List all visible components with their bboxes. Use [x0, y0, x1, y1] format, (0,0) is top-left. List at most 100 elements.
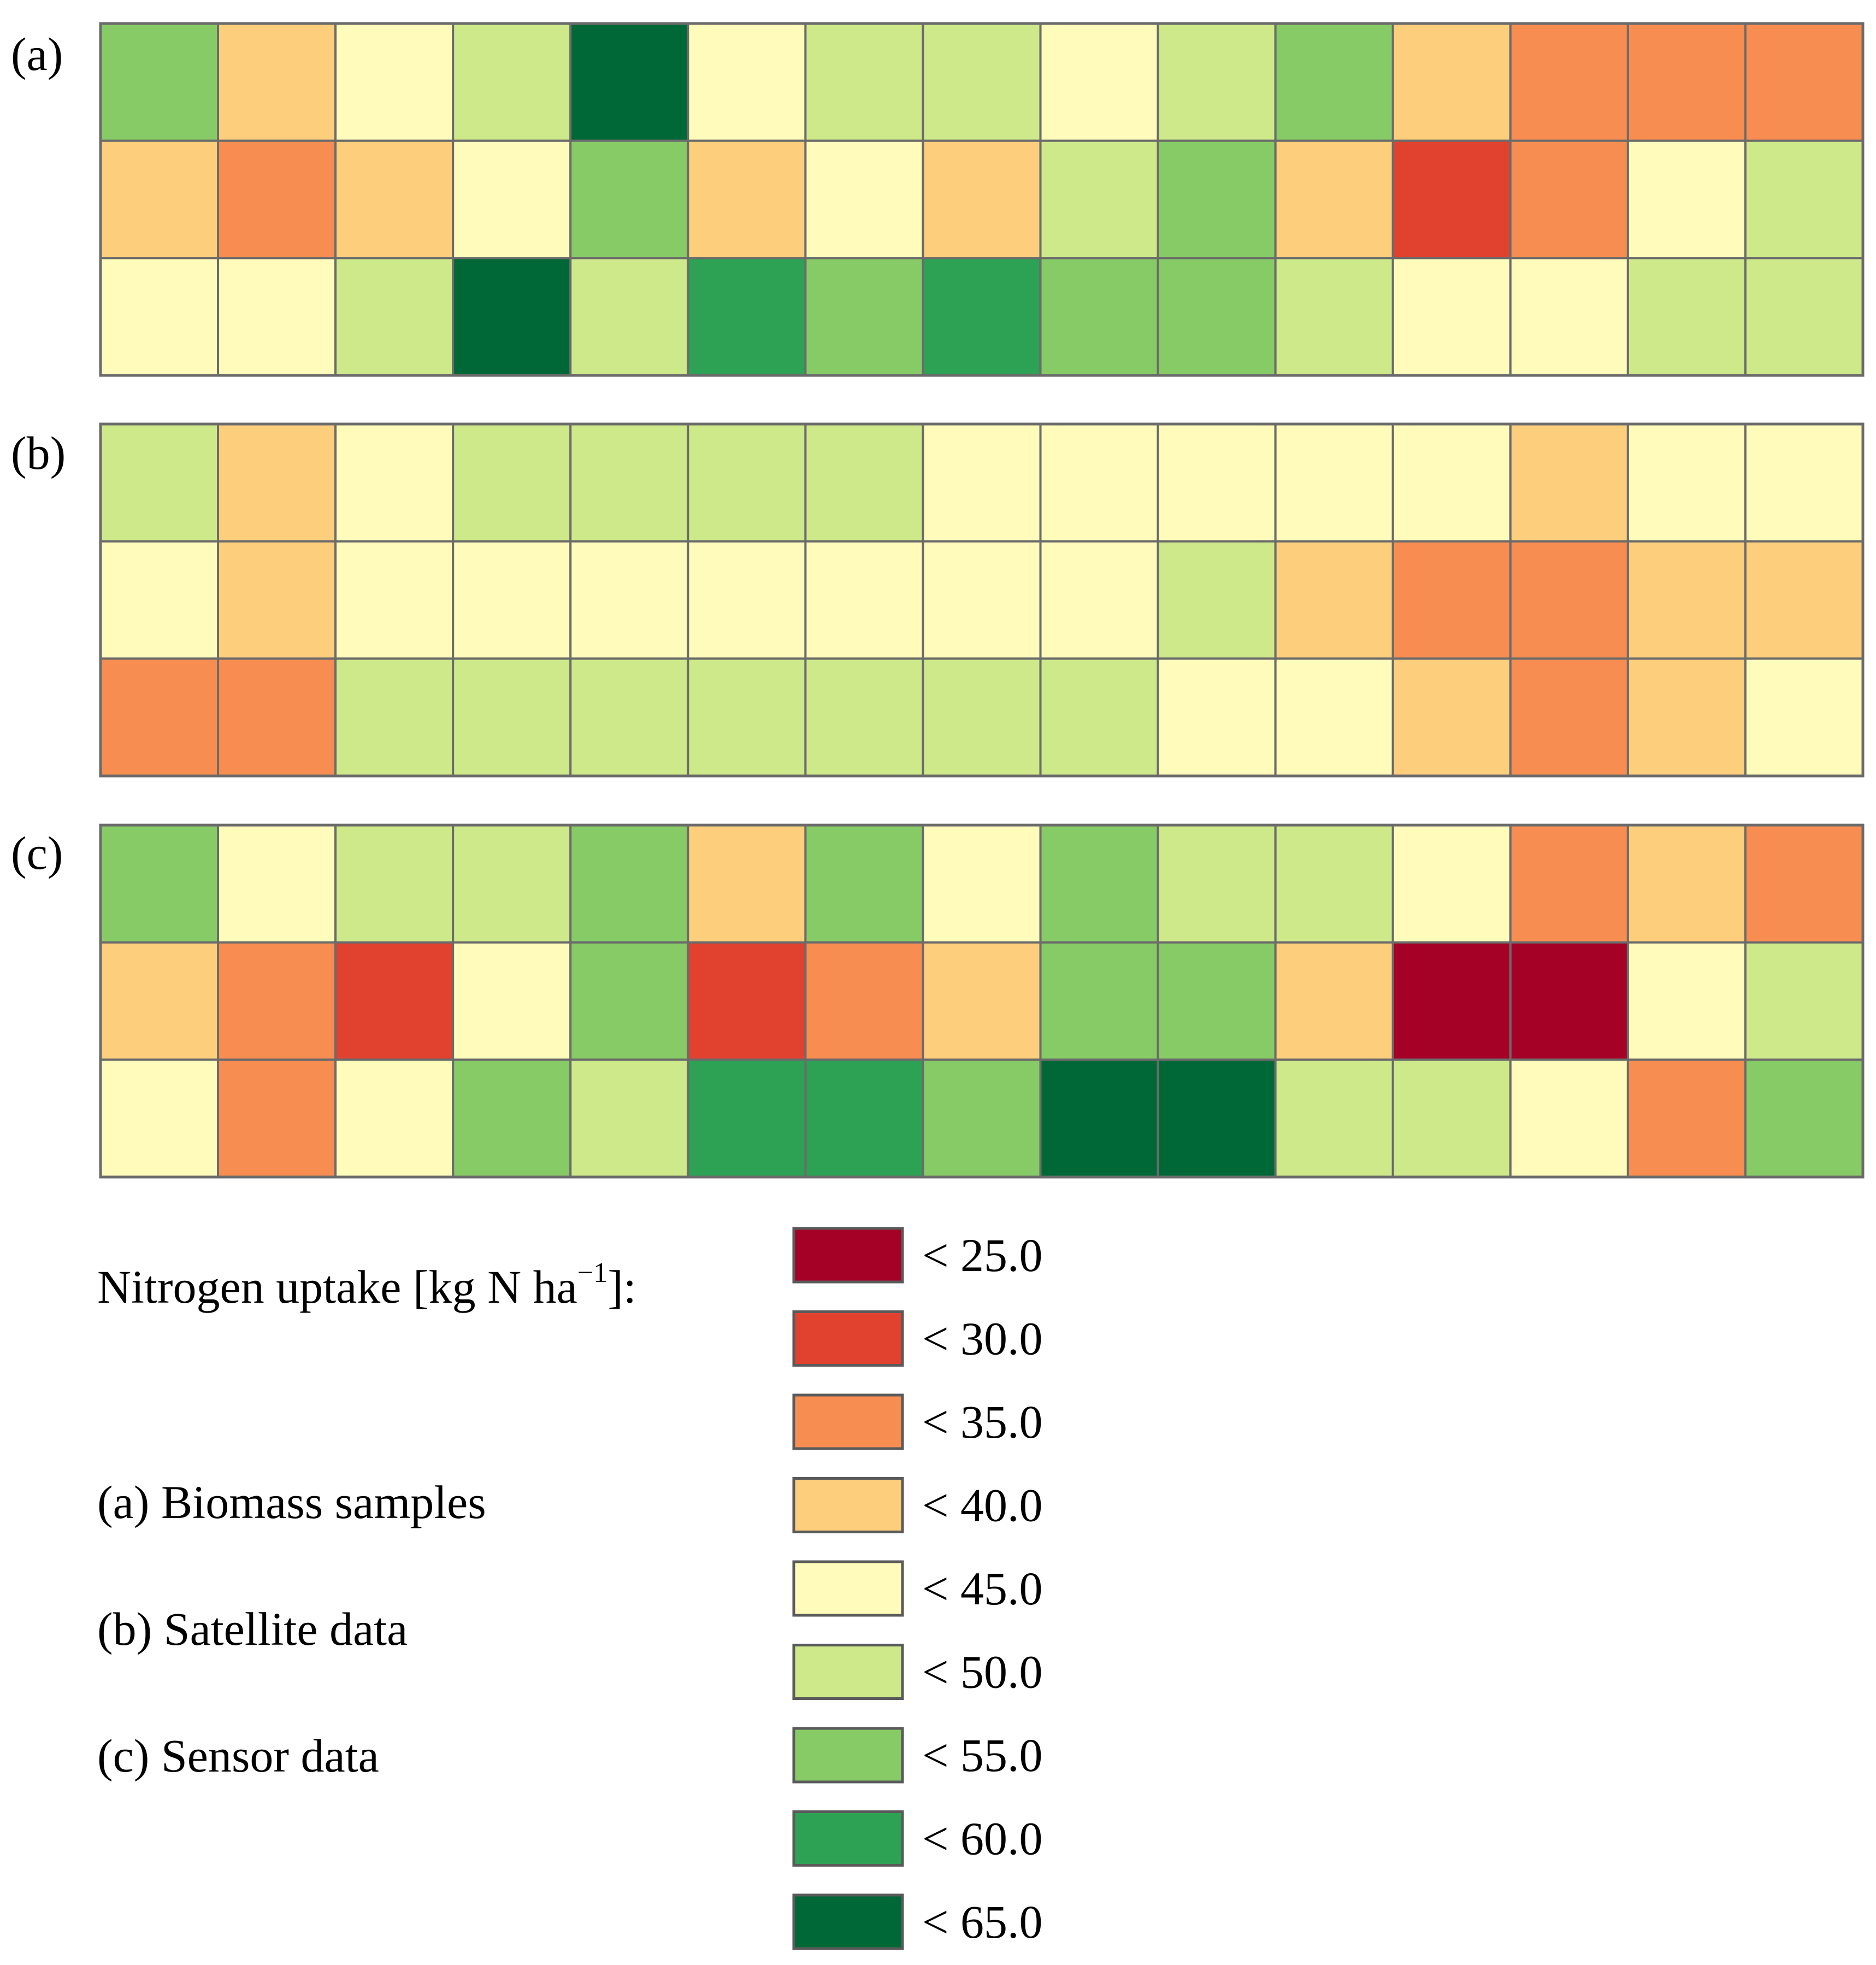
heatmap-cell — [334, 139, 455, 260]
heatmap-cell — [99, 1058, 220, 1178]
heatmap-cell — [1509, 1058, 1629, 1178]
heatmap-grid-b — [99, 422, 1865, 778]
heatmap-cell — [804, 257, 924, 376]
panel-label-a: (a) — [11, 28, 63, 80]
heatmap-cell — [1039, 941, 1159, 1061]
heatmap-cell — [99, 540, 220, 660]
heatmap-cell — [569, 1058, 689, 1178]
heatmap-cell — [334, 22, 455, 142]
legend-label: < 40.0 — [922, 1479, 1043, 1532]
heatmap-cell — [1157, 423, 1277, 543]
legend-label: < 50.0 — [922, 1646, 1043, 1698]
heatmap-cell — [1391, 257, 1512, 376]
heatmap-cell — [1157, 657, 1277, 777]
heatmap-cell — [217, 22, 337, 142]
legend-label: < 30.0 — [922, 1313, 1043, 1365]
heatmap-cell — [1274, 423, 1394, 543]
heatmap-cell — [1626, 423, 1747, 543]
heatmap-cell — [99, 22, 220, 142]
heatmap-cell — [1391, 657, 1512, 777]
heatmap-cell — [452, 941, 572, 1061]
legend-swatch — [792, 1310, 904, 1367]
heatmap-cell — [1274, 657, 1394, 777]
heatmap-cell — [217, 824, 337, 944]
heatmap-cell — [1744, 139, 1864, 260]
heatmap-cell — [687, 139, 807, 260]
heatmap-cell — [217, 423, 337, 543]
heatmap-cell — [569, 941, 689, 1061]
heatmap-cell — [569, 423, 689, 543]
legend-swatch — [792, 1560, 904, 1617]
heatmap-cell — [99, 423, 220, 543]
heatmap-cell — [1039, 540, 1159, 660]
heatmap-cell — [922, 139, 1042, 260]
heatmap-cell — [687, 540, 807, 660]
heatmap-cell — [1509, 423, 1629, 543]
heatmap-cell — [804, 22, 924, 142]
heatmap-cell — [1157, 824, 1277, 944]
heatmap-cell — [922, 22, 1042, 142]
heatmap-cell — [1274, 139, 1394, 260]
heatmap-cell — [1744, 941, 1864, 1061]
heatmap-cell — [1744, 257, 1864, 376]
heatmap-cell — [1509, 22, 1629, 142]
heatmap-frame — [99, 22, 1865, 377]
heatmap-grid-a — [99, 22, 1865, 377]
heatmap-cell — [687, 824, 807, 944]
heatmap-cell — [1157, 1058, 1277, 1178]
heatmap-cell — [452, 22, 572, 142]
panel-label-c: (c) — [11, 827, 63, 879]
heatmap-cell — [1391, 540, 1512, 660]
legend-title-superscript: −1 — [577, 1257, 607, 1289]
heatmap-cell — [1509, 657, 1629, 777]
heatmap-cell — [334, 540, 455, 660]
heatmap-cell — [1274, 22, 1394, 142]
heatmap-cell — [334, 824, 455, 944]
heatmap-cell — [99, 824, 220, 944]
heatmap-cell — [1391, 824, 1512, 944]
heatmap-cell — [1391, 139, 1512, 260]
heatmap-cell — [1274, 257, 1394, 376]
heatmap-cell — [804, 657, 924, 777]
heatmap-cell — [569, 824, 689, 944]
heatmap-cell — [452, 257, 572, 376]
heatmap-cell — [922, 941, 1042, 1061]
heatmap-cell — [1039, 657, 1159, 777]
heatmap-cell — [1509, 540, 1629, 660]
heatmap-cell — [334, 423, 455, 543]
legend-swatch — [792, 1393, 904, 1450]
heatmap-cell — [1039, 1058, 1159, 1178]
heatmap-cell — [804, 941, 924, 1061]
heatmap-cell — [1039, 22, 1159, 142]
heatmap-cell — [452, 824, 572, 944]
heatmap-cell — [99, 657, 220, 777]
legend-swatch — [792, 1810, 904, 1867]
legend-label: < 60.0 — [922, 1813, 1043, 1865]
heatmap-cell — [804, 1058, 924, 1178]
heatmap-cell — [1157, 22, 1277, 142]
legend-swatch — [792, 1477, 904, 1533]
legend-swatch — [792, 1644, 904, 1700]
heatmap-cell — [1039, 139, 1159, 260]
heatmap-cell — [922, 423, 1042, 543]
heatmap-cell — [1157, 139, 1277, 260]
heatmap-cell — [922, 257, 1042, 376]
heatmap-cell — [217, 257, 337, 376]
legend-label: < 25.0 — [922, 1229, 1043, 1281]
heatmap-cell — [1039, 824, 1159, 944]
heatmap-cell — [569, 257, 689, 376]
heatmap-cell — [1744, 22, 1864, 142]
legend-swatch — [792, 1727, 904, 1784]
panel-description-c: (c) Sensor data — [97, 1729, 379, 1782]
heatmap-cell — [99, 139, 220, 260]
heatmap-cell — [569, 657, 689, 777]
heatmap-cell — [569, 22, 689, 142]
heatmap-cell — [452, 540, 572, 660]
heatmap-frame — [99, 422, 1865, 778]
heatmap-cell — [1744, 540, 1864, 660]
panel-description-b: (b) Satellite data — [97, 1603, 408, 1655]
legend-label: < 55.0 — [922, 1729, 1043, 1781]
heatmap-cell — [687, 657, 807, 777]
heatmap-frame — [99, 823, 1865, 1179]
